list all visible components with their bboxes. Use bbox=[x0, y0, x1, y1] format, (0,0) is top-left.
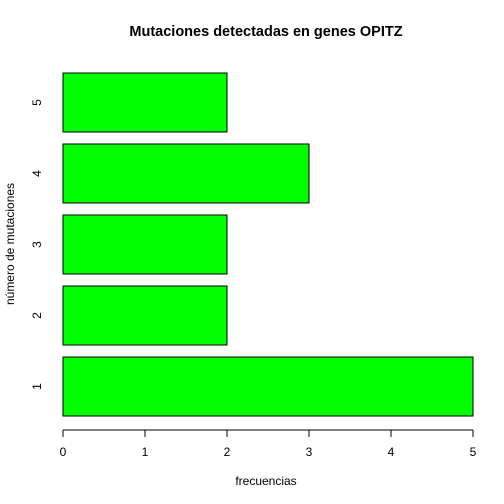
bar-2 bbox=[62, 285, 228, 346]
y-axis-label: número de mutaciones bbox=[3, 183, 17, 305]
y-tick-label-4: 4 bbox=[30, 170, 44, 177]
x-tick-label-4: 4 bbox=[388, 445, 395, 459]
bars-group bbox=[62, 72, 474, 417]
x-tick-label-5: 5 bbox=[470, 445, 477, 459]
x-tick-label-3: 3 bbox=[306, 445, 313, 459]
chart-title: Mutaciones detectadas en genes OPITZ bbox=[129, 24, 402, 40]
bar-4 bbox=[62, 143, 310, 204]
y-tick-label-1: 1 bbox=[30, 383, 44, 390]
x-axis: 0 1 2 3 4 5 bbox=[60, 429, 477, 459]
y-tick-label-5: 5 bbox=[30, 99, 44, 106]
x-tick-label-0: 0 bbox=[60, 445, 67, 459]
y-tick-label-2: 2 bbox=[30, 312, 44, 319]
bar-5 bbox=[62, 72, 228, 133]
x-axis-label: frecuencias bbox=[235, 474, 296, 488]
x-tick-label-2: 2 bbox=[224, 445, 231, 459]
bar-1 bbox=[62, 356, 474, 417]
y-tick-label-3: 3 bbox=[30, 241, 44, 248]
x-tick-label-1: 1 bbox=[142, 445, 149, 459]
y-axis-tick-labels: 1 2 3 4 5 bbox=[30, 99, 44, 390]
bar-3 bbox=[62, 214, 228, 275]
